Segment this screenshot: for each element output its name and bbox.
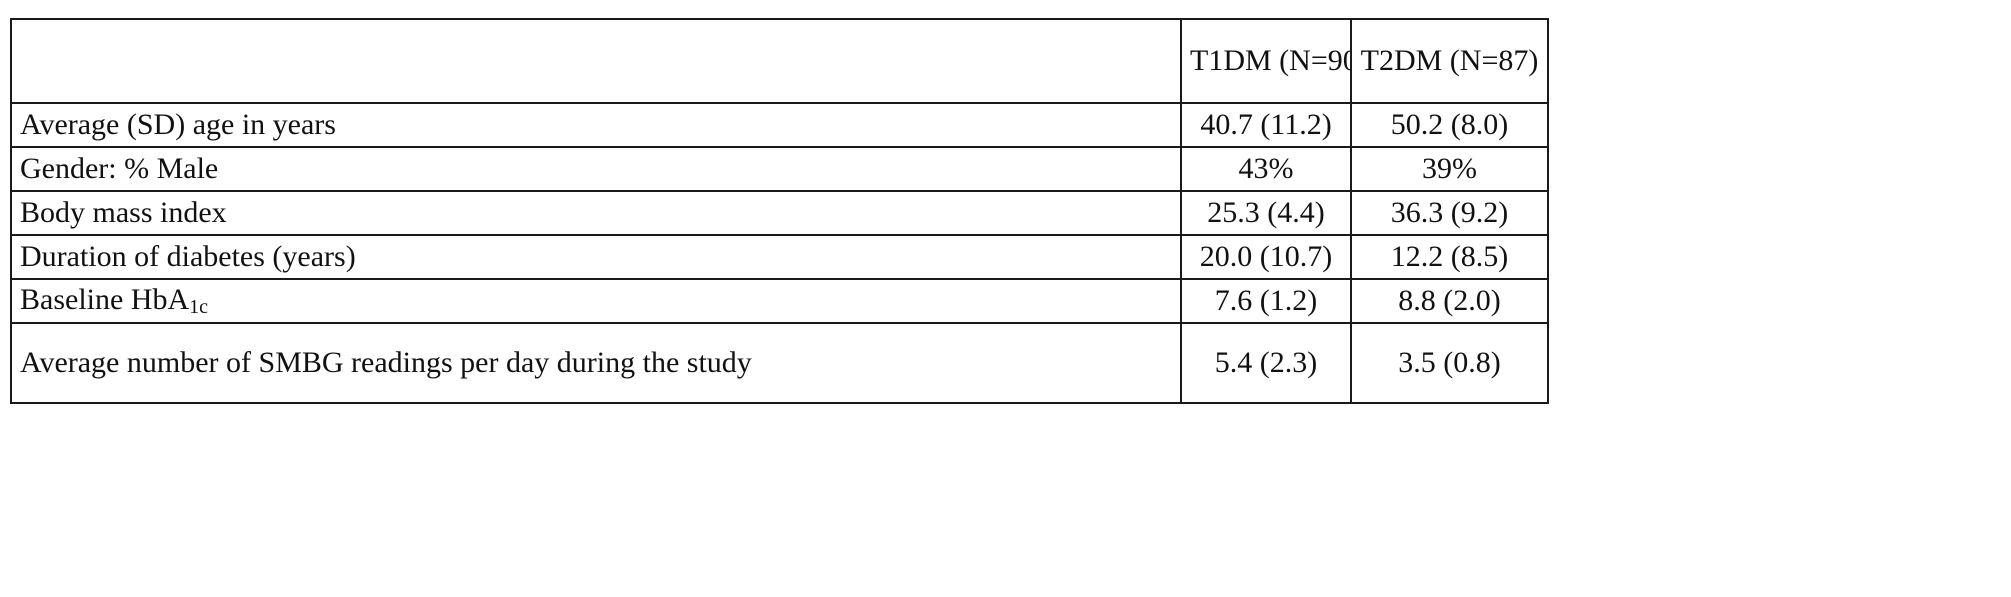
row-label: Average (SD) age in years	[10, 102, 1182, 148]
table-row: Body mass index 25.3 (4.4) 36.3 (9.2)	[10, 190, 1549, 236]
t1dm-value: 20.0 (10.7)	[1180, 234, 1352, 280]
t2dm-value: 39%	[1350, 146, 1549, 192]
t2dm-value: 50.2 (8.0)	[1350, 102, 1549, 148]
table-row: Average (SD) age in years 40.7 (11.2) 50…	[10, 102, 1549, 148]
header-t2dm: T2DM (N=87)	[1350, 18, 1549, 104]
characteristics-table: T1DM (N=90) T2DM (N=87) Average (SD) age…	[10, 18, 1549, 404]
table-header-row: T1DM (N=90) T2DM (N=87)	[10, 18, 1549, 104]
t1dm-value: 25.3 (4.4)	[1180, 190, 1352, 236]
table-row: Gender: % Male 43% 39%	[10, 146, 1549, 192]
row-label-main: Baseline HbA	[20, 282, 190, 316]
header-empty-cell	[10, 18, 1182, 104]
table-row: Average number of SMBG readings per day …	[10, 322, 1549, 404]
header-t1dm: T1DM (N=90)	[1180, 18, 1352, 104]
table-row: Duration of diabetes (years) 20.0 (10.7)…	[10, 234, 1549, 280]
t2dm-value: 8.8 (2.0)	[1350, 278, 1549, 324]
t2dm-value: 3.5 (0.8)	[1350, 322, 1549, 404]
t1dm-value: 7.6 (1.2)	[1180, 278, 1352, 324]
t1dm-value: 43%	[1180, 146, 1352, 192]
row-label: Body mass index	[10, 190, 1182, 236]
table-row: Baseline HbA1c 7.6 (1.2) 8.8 (2.0)	[10, 278, 1549, 324]
t1dm-value: 5.4 (2.3)	[1180, 322, 1352, 404]
row-label: Duration of diabetes (years)	[10, 234, 1182, 280]
row-label-subscript: 1c	[189, 295, 209, 318]
t2dm-value: 36.3 (9.2)	[1350, 190, 1549, 236]
t1dm-value: 40.7 (11.2)	[1180, 102, 1352, 148]
row-label: Baseline HbA1c	[10, 278, 1182, 324]
row-label: Gender: % Male	[10, 146, 1182, 192]
t2dm-value: 12.2 (8.5)	[1350, 234, 1549, 280]
row-label: Average number of SMBG readings per day …	[10, 322, 1182, 404]
